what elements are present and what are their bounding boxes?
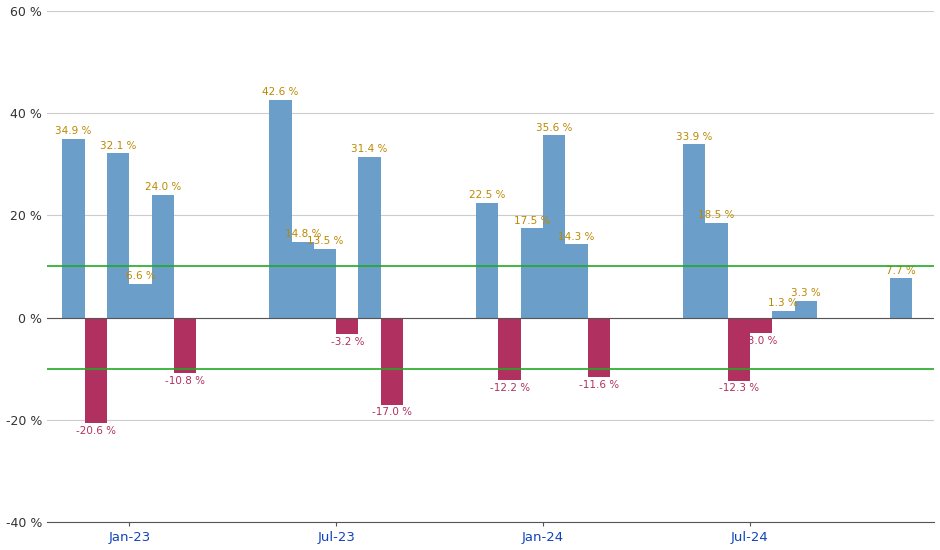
- Bar: [337, 318, 358, 334]
- Text: 3.3 %: 3.3 %: [791, 288, 821, 298]
- Text: 33.9 %: 33.9 %: [676, 131, 713, 141]
- Text: 6.6 %: 6.6 %: [126, 271, 155, 282]
- Bar: [728, 318, 750, 381]
- Bar: [498, 318, 521, 380]
- Text: -3.2 %: -3.2 %: [331, 337, 364, 346]
- Bar: [130, 284, 151, 318]
- Text: 24.0 %: 24.0 %: [145, 182, 180, 192]
- Text: -11.6 %: -11.6 %: [579, 379, 619, 389]
- Bar: [381, 318, 403, 405]
- Text: 7.7 %: 7.7 %: [886, 266, 916, 276]
- Text: -10.8 %: -10.8 %: [165, 376, 205, 386]
- Bar: [588, 318, 610, 377]
- Bar: [269, 100, 291, 318]
- Bar: [314, 249, 337, 318]
- Text: -17.0 %: -17.0 %: [372, 407, 412, 417]
- Text: 42.6 %: 42.6 %: [262, 87, 299, 97]
- Text: 1.3 %: 1.3 %: [769, 299, 798, 309]
- Bar: [174, 318, 196, 373]
- Bar: [477, 202, 498, 318]
- Text: 22.5 %: 22.5 %: [469, 190, 506, 200]
- Bar: [683, 144, 705, 318]
- Text: -12.2 %: -12.2 %: [490, 383, 529, 393]
- Bar: [291, 242, 314, 318]
- Bar: [750, 318, 772, 333]
- Text: -12.3 %: -12.3 %: [719, 383, 759, 393]
- Text: 13.5 %: 13.5 %: [306, 236, 343, 246]
- Text: 32.1 %: 32.1 %: [100, 141, 136, 151]
- Bar: [521, 228, 543, 318]
- Bar: [543, 135, 565, 318]
- Bar: [107, 153, 130, 318]
- Bar: [794, 301, 817, 318]
- Bar: [358, 157, 381, 318]
- Bar: [85, 318, 107, 423]
- Text: 18.5 %: 18.5 %: [698, 211, 735, 221]
- Bar: [151, 195, 174, 318]
- Text: -3.0 %: -3.0 %: [744, 336, 777, 345]
- Bar: [705, 223, 728, 318]
- Text: 31.4 %: 31.4 %: [352, 145, 388, 155]
- Bar: [890, 278, 912, 318]
- Text: 14.3 %: 14.3 %: [558, 232, 595, 242]
- Text: 17.5 %: 17.5 %: [513, 216, 550, 225]
- Text: 34.9 %: 34.9 %: [55, 126, 92, 136]
- Bar: [565, 245, 588, 318]
- Text: -20.6 %: -20.6 %: [76, 426, 116, 436]
- Text: 35.6 %: 35.6 %: [536, 123, 572, 133]
- Bar: [772, 311, 794, 318]
- Bar: [62, 139, 85, 318]
- Text: 14.8 %: 14.8 %: [285, 229, 321, 239]
